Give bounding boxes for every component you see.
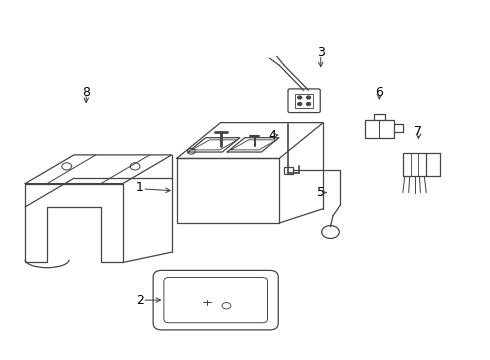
Circle shape [298, 96, 302, 99]
Bar [365, 120, 394, 138]
Bar [295, 94, 314, 108]
Text: 5: 5 [317, 186, 325, 199]
Circle shape [298, 103, 302, 105]
Text: 8: 8 [82, 86, 90, 99]
Circle shape [307, 103, 311, 105]
Text: 1: 1 [136, 181, 144, 194]
Bar [284, 167, 293, 174]
Text: 6: 6 [375, 86, 383, 99]
Circle shape [307, 96, 311, 99]
Text: 2: 2 [136, 294, 144, 307]
Text: 4: 4 [268, 129, 276, 142]
Bar [176, 158, 279, 223]
Bar [403, 153, 426, 176]
Text: 7: 7 [415, 125, 422, 138]
Text: 3: 3 [317, 46, 325, 59]
